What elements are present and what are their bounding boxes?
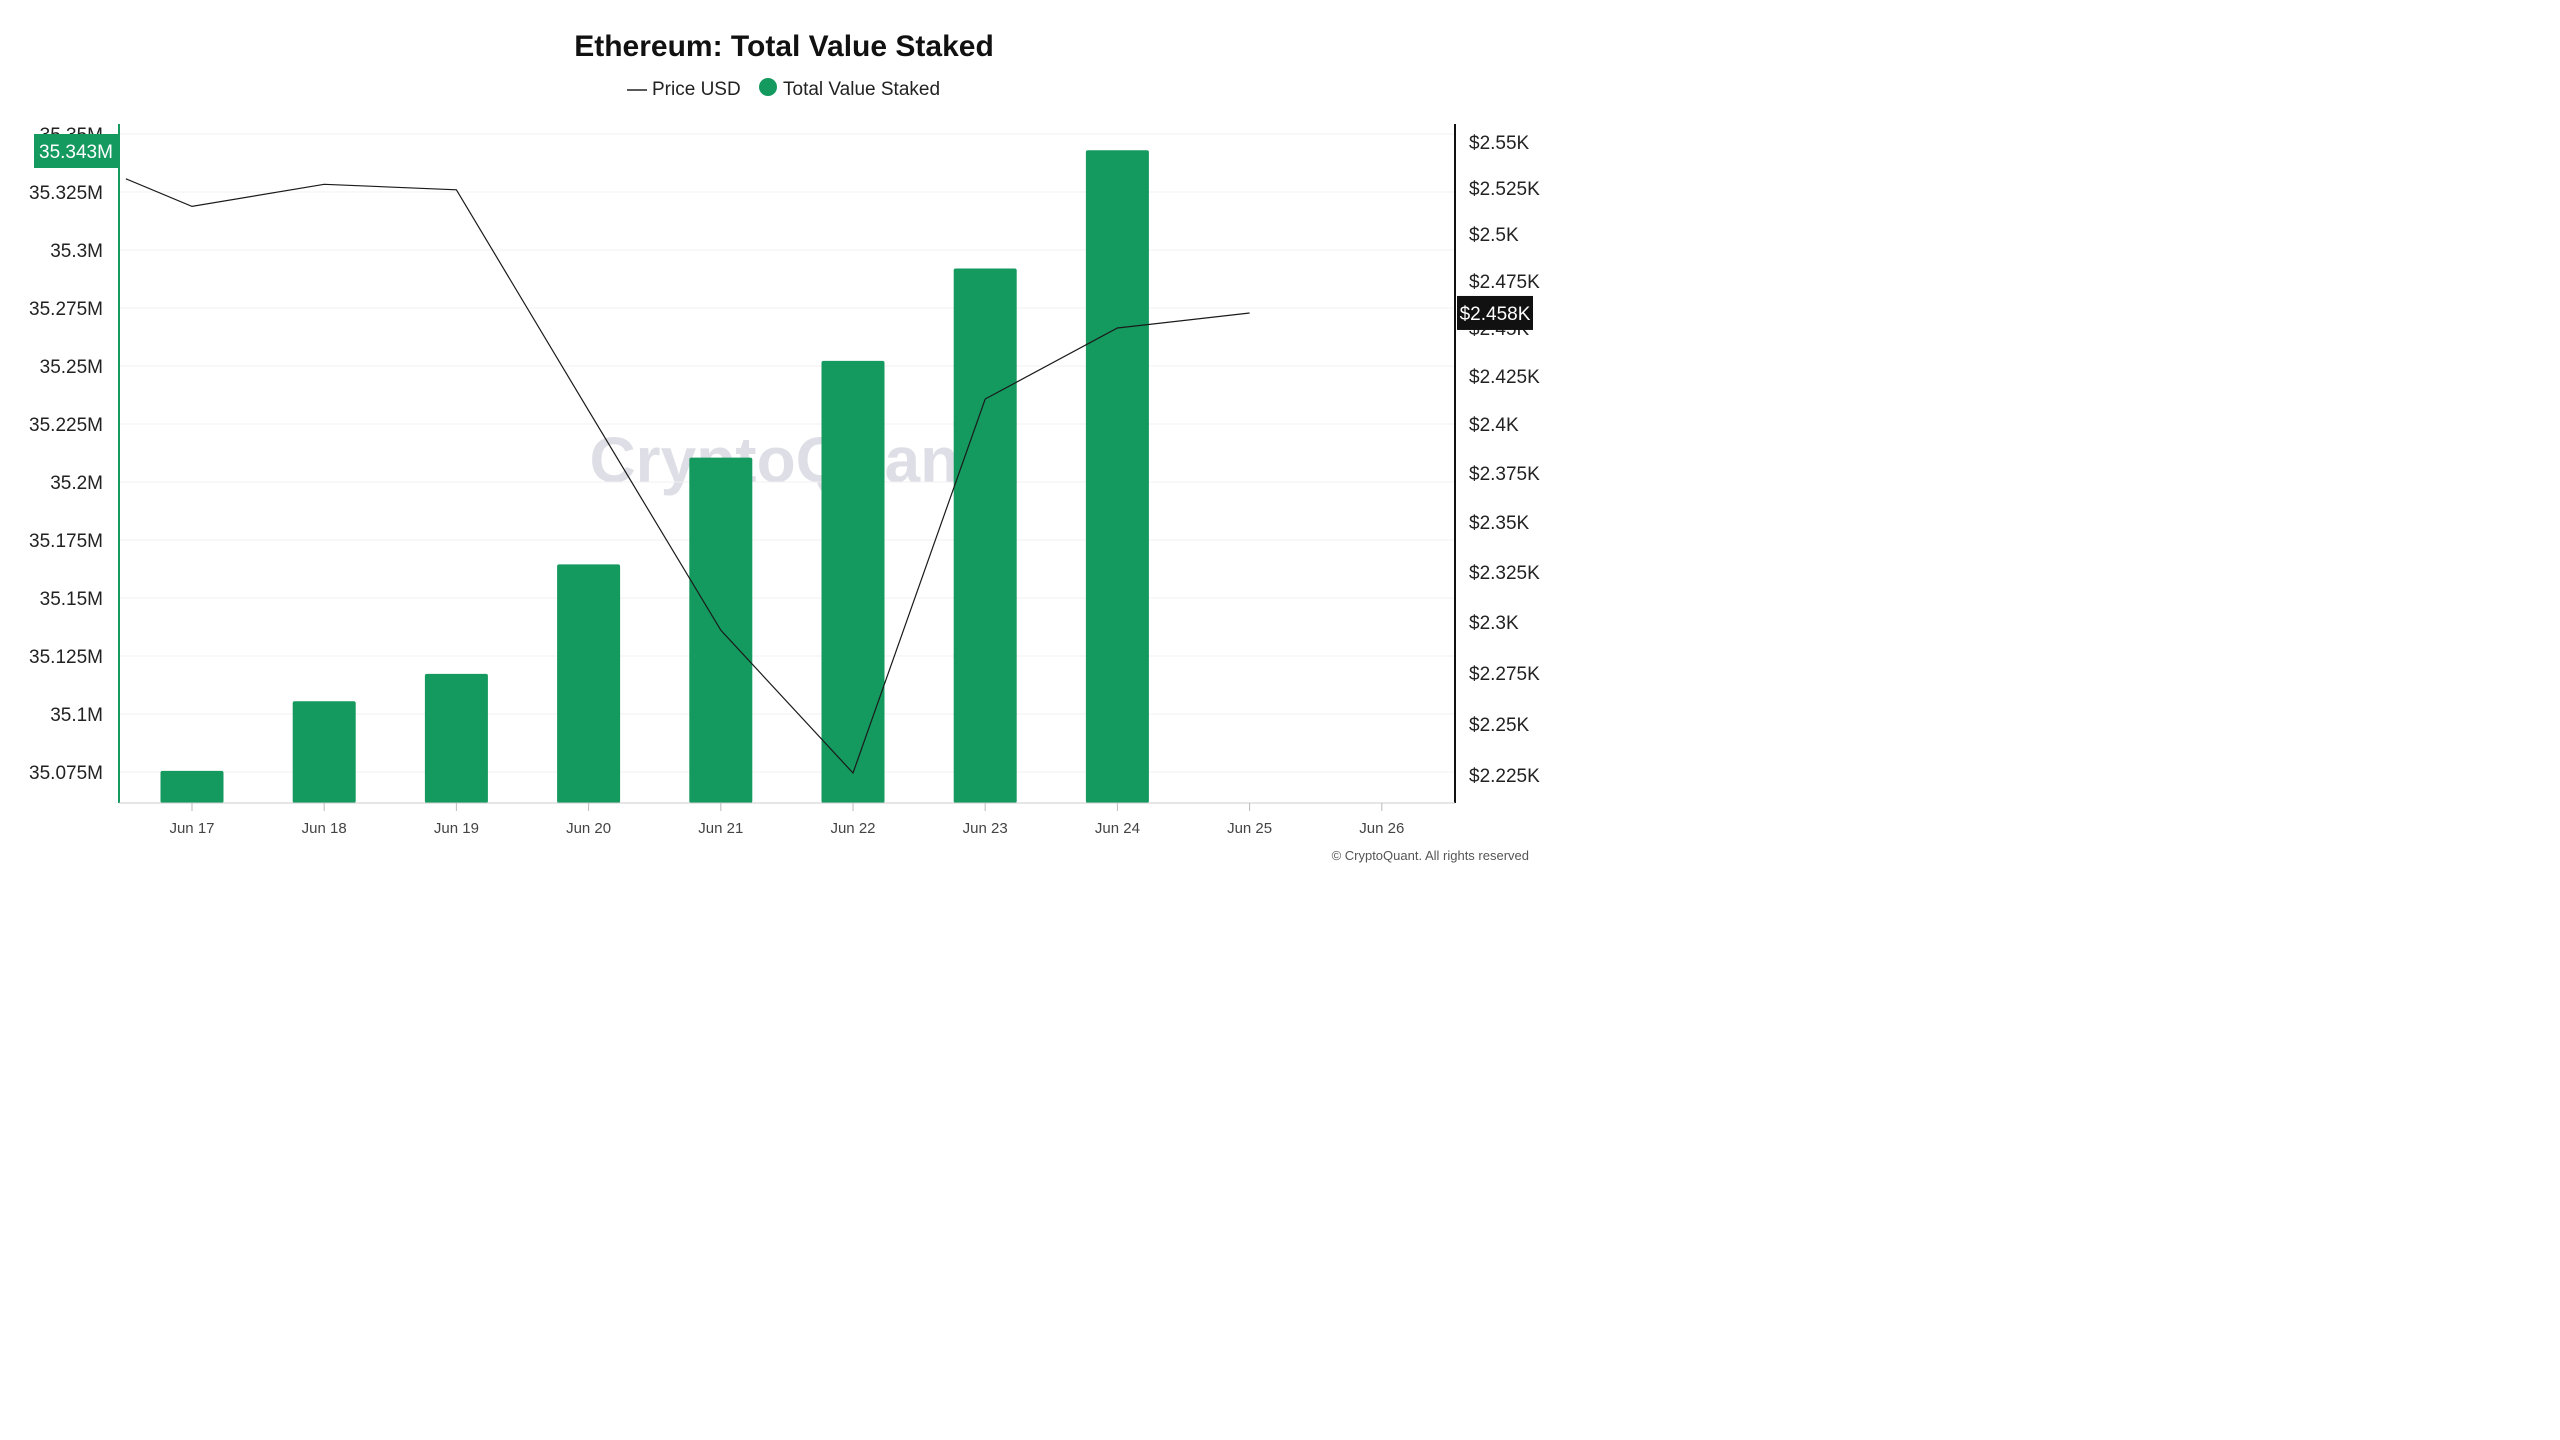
y-left-tick-label: 35.3M xyxy=(50,241,103,262)
y-right-tick-label: $2.3K xyxy=(1469,613,1519,634)
price-line xyxy=(125,178,1250,775)
y-right-ticks: $2.225K $2.25K $2.275K $2.3K $2.325K $2.35K $2… xyxy=(1469,133,1540,787)
legend: Price USD Total Value Staked xyxy=(627,78,940,100)
legend-staked-label: Total Value Staked xyxy=(783,79,940,100)
x-tick-label: Jun 22 xyxy=(830,820,875,837)
y-right-tick-label: $2.325K xyxy=(1469,563,1540,584)
bar-jun-19 xyxy=(424,673,488,803)
y-right-tick-label: $2.4K xyxy=(1469,415,1519,436)
legend-staked-dot-marker xyxy=(759,78,777,96)
x-tick-label: Jun 24 xyxy=(1095,820,1140,837)
price-line-layer xyxy=(125,178,1250,775)
x-tick-label: Jun 20 xyxy=(566,820,611,837)
y-left-tick-label: 35.075M xyxy=(29,763,103,784)
legend-price-label: Price USD xyxy=(652,79,741,100)
x-tick-label: Jun 25 xyxy=(1227,820,1272,837)
y-right-tick-label: $2.35K xyxy=(1469,513,1530,534)
x-tick-label: Jun 26 xyxy=(1359,820,1404,837)
copyright: © CryptoQuant. All rights reserved xyxy=(1332,848,1529,863)
x-ticks: Jun 17 Jun 18 Jun 19 Jun 20 Jun 21 Jun 22 Jun … xyxy=(169,803,1404,837)
y-right-tick-label: $2.55K xyxy=(1469,133,1530,154)
bar-jun-22 xyxy=(821,360,885,803)
watermark: CryptoQuant xyxy=(589,424,980,496)
x-tick-label: Jun 21 xyxy=(698,820,743,837)
y-right-tick-label: $2.25K xyxy=(1469,715,1530,736)
y-right-tick-label: $2.275K xyxy=(1469,664,1540,685)
y-right-tick-label: $2.475K xyxy=(1469,272,1540,293)
left-current-badge-label: 35.343M xyxy=(39,142,113,163)
y-left-tick-label: 35.225M xyxy=(29,415,103,436)
right-current-badge-label: $2.458K xyxy=(1460,304,1531,325)
bar-jun-17 xyxy=(160,770,224,803)
y-left-tick-label: 35.15M xyxy=(40,589,103,610)
bar-jun-18 xyxy=(292,701,356,803)
chart: Ethereum: Total Value Staked Price USD T… xyxy=(29,30,1540,863)
y-left-tick-label: 35.125M xyxy=(29,647,103,668)
x-tick-label: Jun 17 xyxy=(169,820,214,837)
bar-jun-24 xyxy=(1085,150,1149,804)
bars xyxy=(160,150,1149,804)
y-left-tick-label: 35.325M xyxy=(29,183,103,204)
chart-title: Ethereum: Total Value Staked xyxy=(574,30,994,63)
y-left-tick-label: 35.25M xyxy=(40,357,103,378)
y-left-tick-label: 35.175M xyxy=(29,531,103,552)
x-tick-label: Jun 18 xyxy=(302,820,347,837)
y-left-tick-label: 35.275M xyxy=(29,299,103,320)
right-current-badge: $2.458K xyxy=(1457,295,1533,330)
bar-jun-20 xyxy=(557,564,621,803)
y-left-tick-label: 35.2M xyxy=(50,473,103,494)
x-tick-label: Jun 19 xyxy=(434,820,479,837)
y-right-tick-label: $2.5K xyxy=(1469,225,1519,246)
y-right-tick-label: $2.375K xyxy=(1469,464,1540,485)
y-right-tick-label: $2.425K xyxy=(1469,367,1540,388)
y-left-tick-label: 35.1M xyxy=(50,705,103,726)
right-current-badge-bg xyxy=(1457,295,1533,330)
left-current-badge-bg xyxy=(34,134,118,168)
y-right-tick-label: $2.525K xyxy=(1469,179,1540,200)
y-right-tick-label: $2.225K xyxy=(1469,766,1540,787)
bar-jun-23 xyxy=(953,268,1017,803)
y-left-ticks: 35.075M 35.1M 35.125M 35.15M 35.175M 35.2M 35.… xyxy=(29,125,103,784)
left-current-badge: 35.343M xyxy=(34,134,118,168)
x-tick-label: Jun 23 xyxy=(963,820,1008,837)
